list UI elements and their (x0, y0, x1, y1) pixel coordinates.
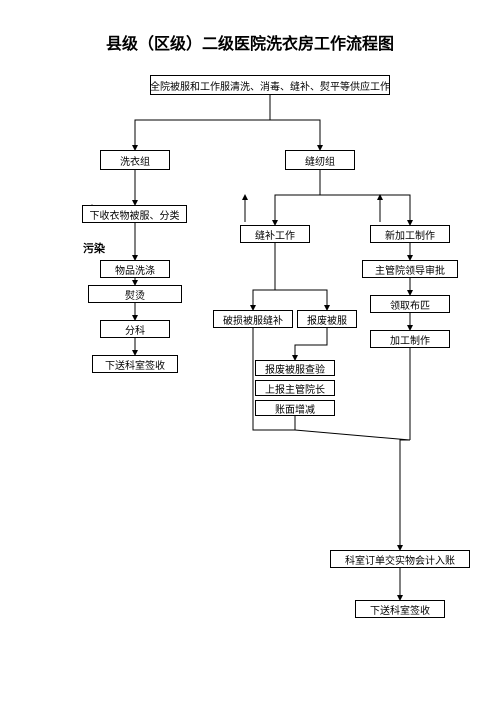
node-approve: 主管院领导审批 (362, 260, 458, 278)
node-iron: 熨烫 (88, 285, 182, 303)
node-sort: 分科 (100, 320, 170, 338)
node-collect: 下收衣物被服、分类 (82, 205, 187, 223)
edge-18 (253, 290, 275, 310)
edge-12 (320, 195, 410, 225)
node-check: 报废被服查验 (255, 360, 335, 376)
node-wash: 洗衣组 (100, 150, 170, 170)
node-newmake: 新加工制作 (370, 225, 450, 243)
edge-10 (275, 195, 320, 225)
node-mend: 缝补工作 (240, 225, 310, 243)
node-root: 全院被服和工作服清洗、消毒、缝补、熨平等供应工作 (150, 75, 390, 95)
edge-20 (295, 328, 327, 360)
node-deliver1: 下送科室签收 (92, 355, 178, 373)
node-report: 上报主管院长 (255, 380, 335, 396)
node-makeit: 加工制作 (370, 330, 450, 348)
node-laundry: 物品洗涤 (100, 260, 170, 278)
node-scrap: 报废被服 (297, 310, 357, 328)
page-title: 县级（区级）二级医院洗衣房工作流程图 (0, 30, 500, 54)
node-adjust: 账面增减 (255, 400, 335, 416)
node-getcloth: 领取布匹 (370, 295, 450, 313)
edge-1 (135, 120, 270, 150)
edge-19 (275, 290, 327, 310)
node-damaged: 破损被服缝补 (213, 310, 293, 328)
node-deliver2: 下送科室签收 (355, 600, 445, 618)
label-wuran: 污染 (83, 240, 105, 256)
node-sew: 缝纫组 (285, 150, 355, 170)
edge-2 (270, 120, 320, 150)
node-account: 科室订单交实物会计入账 (330, 550, 470, 568)
